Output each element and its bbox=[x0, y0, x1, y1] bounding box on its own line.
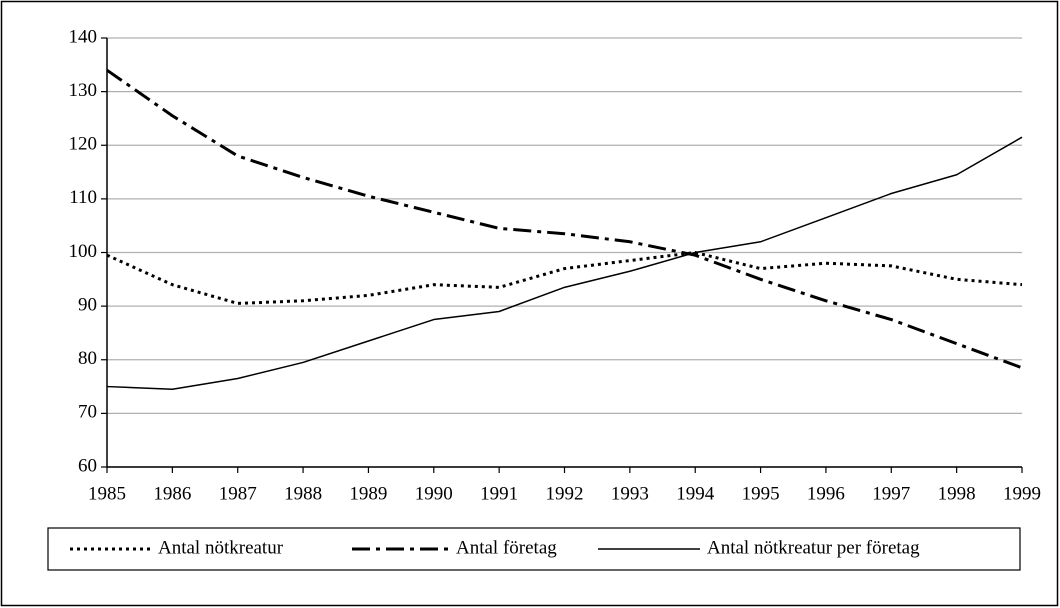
y-tick-label: 90 bbox=[78, 294, 97, 315]
y-tick-label: 70 bbox=[78, 402, 97, 423]
x-tick-label: 1991 bbox=[480, 483, 518, 504]
y-tick-label: 60 bbox=[78, 455, 97, 476]
y-tick-label: 80 bbox=[78, 348, 97, 369]
x-tick-label: 1995 bbox=[742, 483, 780, 504]
legend-label: Antal företag bbox=[456, 537, 557, 558]
x-tick-label: 1988 bbox=[284, 483, 322, 504]
y-tick-label: 140 bbox=[69, 26, 98, 47]
x-tick-label: 1986 bbox=[153, 483, 191, 504]
y-tick-label: 120 bbox=[69, 134, 98, 155]
x-tick-label: 1992 bbox=[546, 483, 584, 504]
legend-box bbox=[47, 527, 1021, 571]
x-tick-label: 1996 bbox=[807, 483, 845, 504]
y-tick-label: 130 bbox=[69, 80, 98, 101]
x-tick-label: 1989 bbox=[349, 483, 387, 504]
legend-label: Antal nötkreatur bbox=[158, 537, 284, 558]
legend-label: Antal nötkreatur per företag bbox=[707, 537, 920, 558]
y-tick-label: 110 bbox=[69, 187, 97, 208]
x-tick-label: 1985 bbox=[88, 483, 126, 504]
line-series bbox=[106, 251, 1023, 305]
x-tick-label: 1998 bbox=[938, 483, 976, 504]
x-tick-label: 1987 bbox=[219, 483, 257, 504]
y-tick-label: 100 bbox=[69, 241, 98, 262]
x-tick-label: 1997 bbox=[872, 483, 910, 504]
line-series bbox=[106, 136, 1023, 390]
x-tick-label: 1993 bbox=[611, 483, 649, 504]
x-tick-label: 1999 bbox=[1003, 483, 1041, 504]
line-series bbox=[106, 68, 1023, 370]
x-tick-label: 1990 bbox=[415, 483, 453, 504]
x-tick-label: 1994 bbox=[676, 483, 715, 504]
